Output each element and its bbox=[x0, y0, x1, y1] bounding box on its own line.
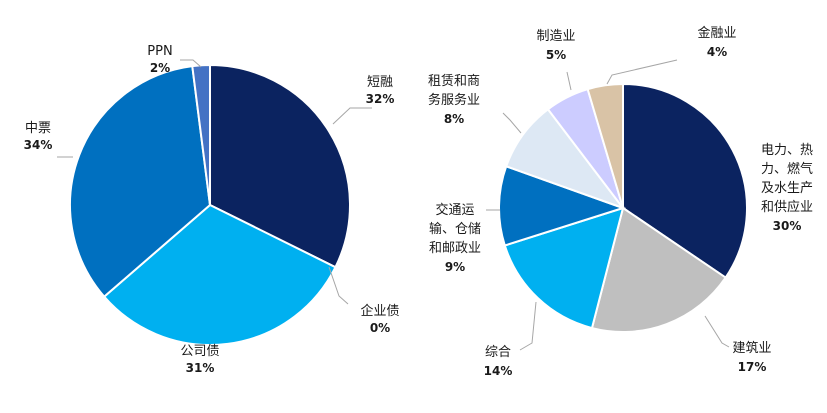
leader-line bbox=[704, 315, 730, 348]
leader-line bbox=[566, 71, 572, 91]
slice-label: 租赁和商 bbox=[428, 74, 480, 89]
leader-line bbox=[519, 301, 537, 351]
slice-label: 企业债 bbox=[360, 303, 399, 319]
pie-slice bbox=[586, 82, 624, 209]
slice-label: 制造业 bbox=[536, 29, 575, 44]
slice-percent: 30% bbox=[773, 219, 802, 233]
slice-label: 务服务业 bbox=[428, 92, 480, 108]
pie-slice bbox=[590, 206, 728, 333]
slice-percent: 14% bbox=[484, 364, 513, 378]
slice-percent: 34% bbox=[24, 138, 53, 152]
slice-label: PPN bbox=[147, 44, 172, 59]
pie-slice bbox=[69, 65, 212, 299]
slice-label: 电力、热 bbox=[761, 143, 813, 158]
pie-slice bbox=[622, 82, 748, 279]
pie-slice bbox=[191, 63, 211, 206]
slice-label: 和供应业 bbox=[761, 199, 813, 215]
slice-percent: 5% bbox=[546, 48, 566, 62]
pie-slice bbox=[102, 203, 337, 346]
leader-line bbox=[606, 59, 678, 85]
slice-percent: 9% bbox=[445, 260, 465, 274]
slice-label: 及水生产 bbox=[761, 181, 813, 196]
pie-slice bbox=[209, 63, 351, 269]
slice-label: 输、仓储 bbox=[429, 221, 481, 237]
slice-label: 力、燃气 bbox=[761, 161, 813, 177]
slice-label: 短融 bbox=[367, 75, 393, 90]
pie-slice bbox=[498, 165, 627, 247]
pie-slice bbox=[503, 206, 625, 330]
slice-percent: 8% bbox=[444, 112, 464, 126]
slice-percent: 4% bbox=[707, 45, 727, 59]
slice-label: 建筑业 bbox=[732, 340, 771, 356]
leader-line bbox=[180, 59, 202, 68]
slice-percent: 2% bbox=[150, 61, 170, 75]
slice-label: 公司债 bbox=[180, 344, 219, 359]
leader-line bbox=[332, 107, 372, 125]
slice-percent: 32% bbox=[366, 92, 395, 106]
slice-label: 综合 bbox=[485, 345, 511, 360]
slice-percent: 17% bbox=[738, 360, 767, 374]
slice-percent: 31% bbox=[186, 361, 215, 375]
slice-label: 金融业 bbox=[697, 25, 736, 41]
slice-label: 和邮政业 bbox=[429, 241, 481, 256]
slice-label: 交通运 bbox=[435, 202, 474, 218]
pie-chart-bond-types: 短融 32% 企业债 0% 公司债 31% 中票 34% PPN 2% bbox=[24, 44, 400, 375]
slice-label: 中票 bbox=[25, 121, 51, 136]
leader-line bbox=[502, 112, 522, 134]
leader-line bbox=[328, 266, 349, 305]
slice-percent: 0% bbox=[370, 321, 390, 335]
